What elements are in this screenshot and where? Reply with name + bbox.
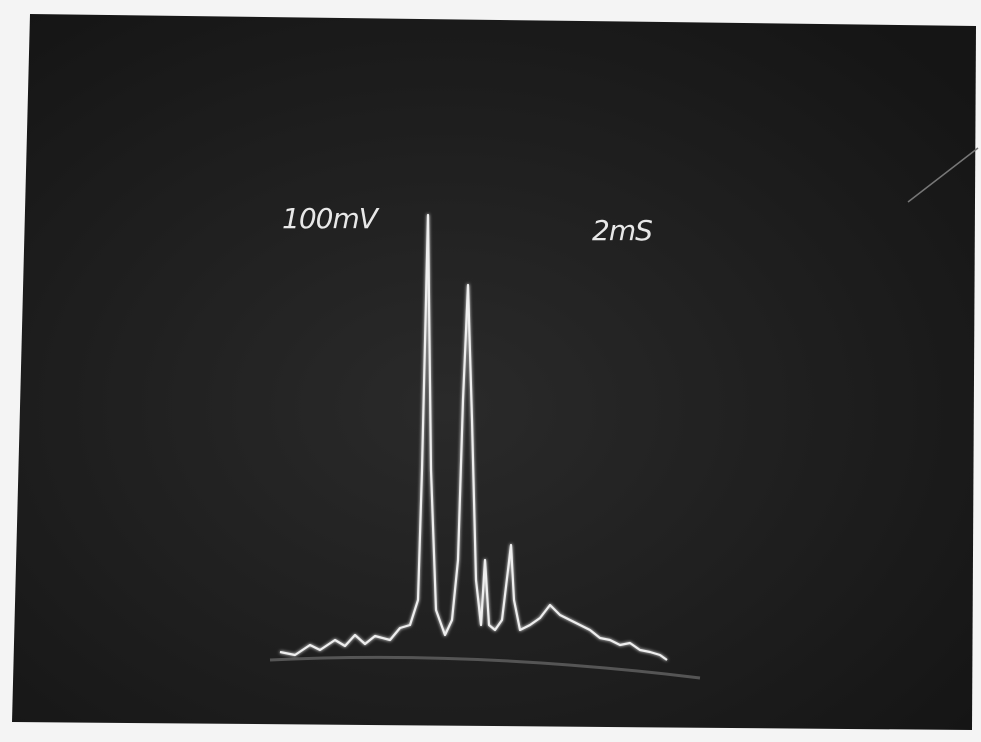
- oscilloscope-screen: [12, 14, 976, 730]
- signal-trace: [279, 213, 668, 661]
- time-scale-label: 2mS: [592, 214, 652, 247]
- screen-edge-mark: [907, 147, 979, 203]
- baseline-glow: [269, 655, 701, 680]
- vertical-scale-label: 100mV: [282, 202, 380, 235]
